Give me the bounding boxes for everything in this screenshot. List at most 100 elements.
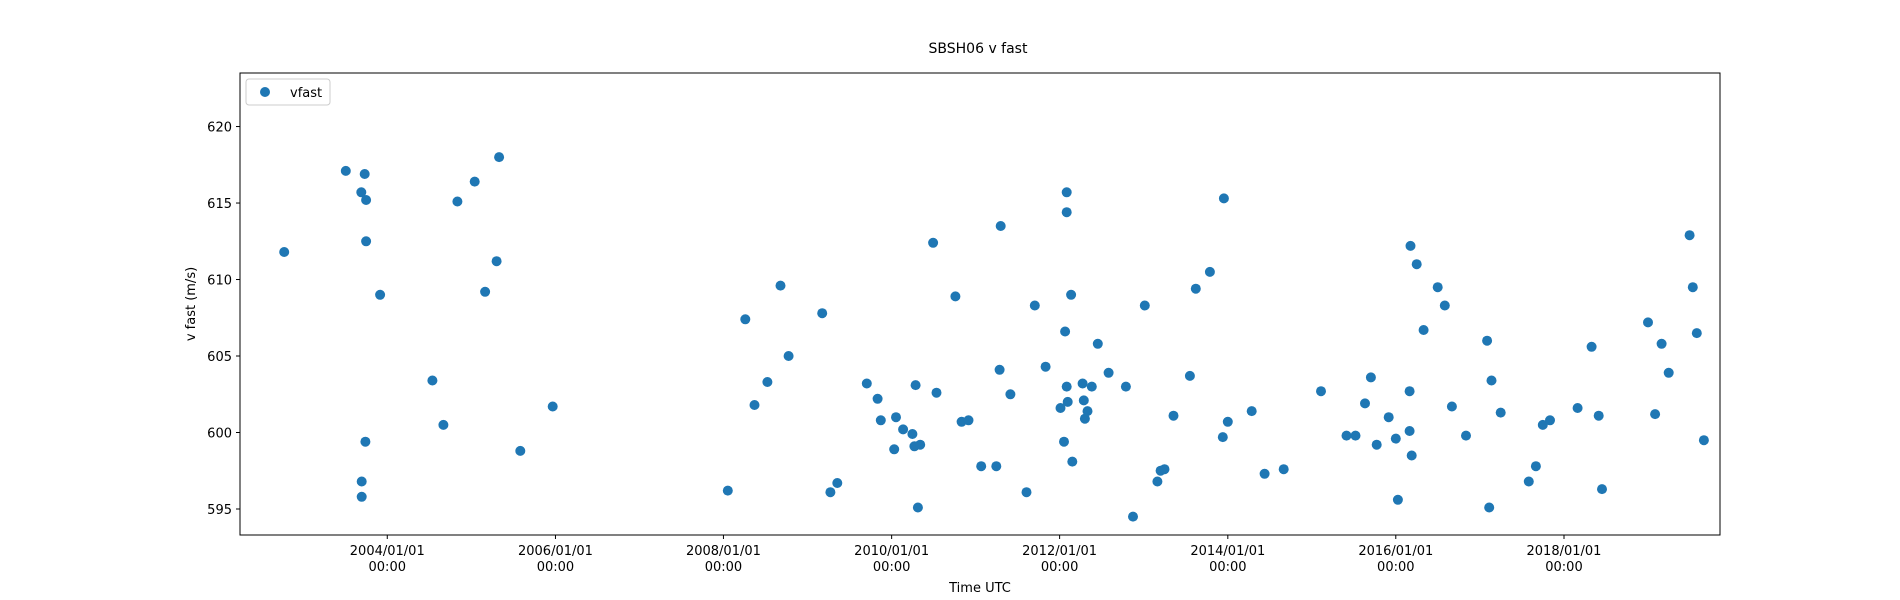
x-tick-label-time: 00:00 [705, 560, 742, 575]
data-point [762, 377, 773, 387]
data-point [1650, 409, 1661, 420]
data-point [1222, 416, 1233, 427]
data-point [1432, 282, 1443, 293]
x-tick-label: 2008/01/01 [686, 544, 761, 559]
data-point [891, 412, 901, 423]
data-point [1152, 476, 1163, 487]
data-point [1092, 338, 1103, 349]
data-point [1168, 410, 1179, 421]
data-point [1523, 476, 1534, 487]
data-point [912, 502, 923, 513]
data-point [1278, 464, 1289, 475]
x-tick-label: 2012/01/01 [1022, 544, 1097, 559]
x-tick-label-time: 00:00 [1209, 560, 1246, 575]
data-point [1066, 289, 1077, 300]
data-point [1663, 367, 1674, 378]
data-point [1360, 398, 1370, 409]
data-point [1495, 407, 1506, 418]
data-point [1061, 381, 1072, 392]
y-tick-label: 620 [207, 121, 232, 136]
data-point [1687, 282, 1698, 293]
data-point [1079, 413, 1090, 424]
data-point [889, 444, 900, 455]
data-point [1067, 456, 1078, 467]
data-point [1537, 419, 1548, 430]
data-point [910, 380, 921, 391]
data-point [1350, 430, 1361, 441]
data-point [361, 195, 372, 205]
data-point [775, 280, 786, 291]
data-point [1405, 240, 1416, 251]
y-axis-label: v fast (m/s) [184, 267, 199, 341]
data-point [1040, 361, 1051, 372]
data-point [1184, 370, 1195, 381]
data-point [340, 165, 351, 176]
data-point [1404, 426, 1415, 436]
data-point [1656, 338, 1667, 349]
data-point [740, 314, 751, 325]
data-point [1597, 484, 1607, 495]
x-axis-label: Time UTC [948, 581, 1011, 596]
x-tick-label: 2018/01/01 [1527, 544, 1602, 559]
data-point [1190, 283, 1201, 294]
legend-marker [260, 87, 270, 97]
data-point [1204, 266, 1215, 277]
x-tick-label-time: 00:00 [537, 560, 574, 575]
y-tick-label: 600 [207, 427, 232, 442]
data-point [1078, 395, 1089, 406]
data-point [1120, 381, 1131, 392]
plot-frame [239, 72, 1721, 536]
data-point [1698, 435, 1709, 446]
y-tick-label: 610 [207, 274, 232, 289]
data-point [1365, 372, 1376, 383]
chart-title: SBSH06 v fast [929, 41, 1028, 57]
data-point [438, 419, 449, 430]
data-point [722, 485, 733, 496]
data-point [1643, 317, 1653, 328]
data-point [1218, 193, 1229, 204]
data-point [1439, 300, 1450, 311]
data-point [1061, 207, 1072, 218]
data-point [817, 308, 828, 319]
data-point [1055, 403, 1066, 413]
data-point [1392, 494, 1403, 505]
y-tick-label: 605 [207, 350, 232, 365]
data-point [1029, 300, 1040, 311]
data-point [825, 487, 836, 498]
data-point [427, 375, 438, 386]
data-point [1383, 412, 1394, 423]
data-point [1404, 386, 1415, 397]
x-tick-label-time: 00:00 [369, 560, 406, 575]
data-point [375, 289, 386, 300]
x-tick-label: 2014/01/01 [1190, 544, 1265, 559]
data-point [1077, 378, 1088, 389]
data-point [1530, 461, 1541, 472]
data-point [1411, 259, 1422, 270]
legend: vfast [245, 78, 331, 106]
data-point [279, 247, 290, 257]
data-point [898, 424, 909, 435]
x-tick-label-time: 00:00 [1377, 560, 1414, 575]
data-point [360, 436, 371, 447]
data-point [1593, 410, 1604, 421]
data-point [1082, 406, 1093, 417]
data-point [1371, 439, 1382, 450]
data-point [832, 478, 843, 488]
data-point [1059, 436, 1069, 447]
data-point [1062, 396, 1073, 407]
data-point [1316, 386, 1326, 397]
x-tick-label-time: 00:00 [873, 560, 910, 575]
data-point [1572, 403, 1583, 413]
data-point [1060, 326, 1071, 337]
legend-label-vfast: vfast [290, 86, 322, 101]
data-point [1021, 487, 1032, 498]
data-point [469, 176, 480, 187]
data-point [749, 400, 760, 410]
y-tick-label: 615 [207, 197, 232, 212]
data-point [915, 439, 926, 450]
data-point [547, 401, 558, 412]
data-point [907, 429, 918, 439]
data-point [1159, 464, 1170, 475]
data-point [875, 415, 886, 426]
